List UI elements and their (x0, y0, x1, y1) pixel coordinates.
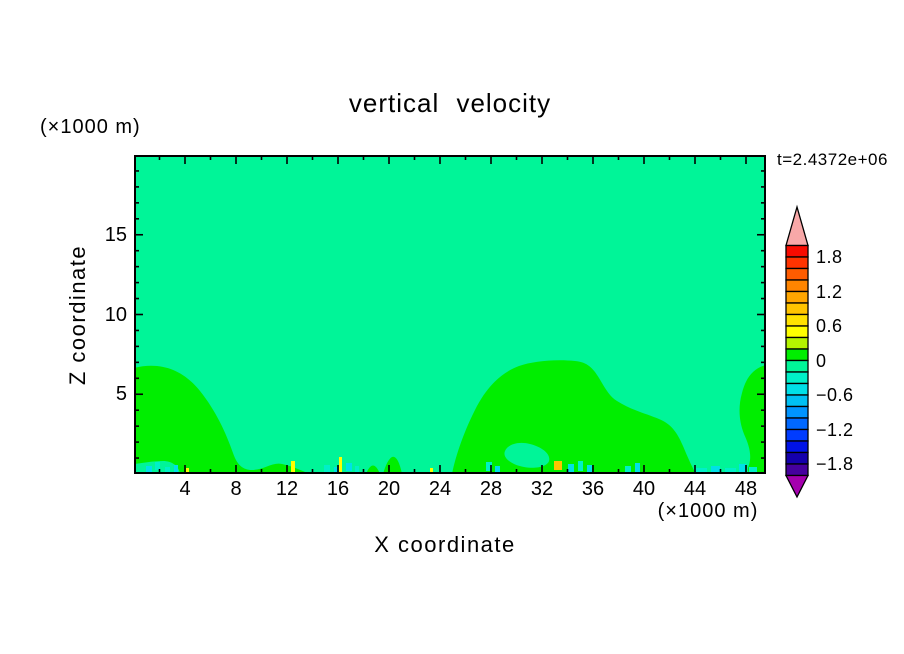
chart-title: vertical velocity (348, 88, 552, 118)
x-tick-label: 48 (734, 478, 758, 500)
colorbar-tick-label: −1.2 (816, 419, 854, 440)
x-tick-label: 32 (530, 478, 554, 500)
contour-speck (694, 468, 707, 474)
colorbar-cell (785, 417, 809, 431)
colorbar-cell (785, 279, 809, 293)
contour-speck (711, 466, 720, 474)
colorbar-tick-label: −1.8 (816, 454, 854, 474)
contour-speck (324, 465, 330, 472)
contour-speck (495, 466, 500, 473)
y-tick-label: 5 (115, 383, 127, 406)
colorbar-cell (785, 359, 809, 373)
contour-speck (749, 467, 757, 474)
contour-plot (134, 155, 766, 474)
colorbar-cell (785, 463, 809, 477)
contour-speck (635, 463, 640, 472)
colorbar-tick-label: 0.6 (816, 316, 843, 336)
x-tick-label: 20 (377, 478, 401, 500)
colorbar-under-arrow (784, 474, 810, 499)
x-axis-unit: (×1000 m) (657, 500, 759, 522)
contour-speck (578, 461, 583, 471)
contour-speck (346, 463, 352, 471)
x-axis-label: X coordinate (374, 532, 516, 557)
x-tick-label: 24 (428, 478, 452, 500)
colorbar-cell (785, 313, 809, 327)
field-background (134, 155, 766, 474)
contour-speck (568, 464, 574, 472)
colorbar-cell (785, 302, 809, 316)
contour-speck (739, 464, 746, 474)
contour-region (383, 456, 402, 474)
contour-region (366, 465, 380, 474)
colorbar-cell (785, 405, 809, 419)
colorbar-cell (785, 382, 809, 396)
contour-speck (165, 467, 170, 472)
time-annotation: t=2.4372e+06 (777, 150, 888, 169)
contour-region (134, 365, 310, 474)
colorbar-cell (785, 428, 809, 442)
contour-speck (146, 466, 152, 472)
x-tick-label: 8 (230, 478, 242, 500)
y-tick-label: 15 (104, 223, 127, 246)
contour-speck (725, 468, 736, 474)
colorbar (784, 204, 810, 499)
colorbar-cell (785, 371, 809, 385)
colorbar-cell (785, 336, 809, 350)
x-tick-label: 4 (179, 478, 191, 500)
contour-speck (486, 462, 492, 471)
colorbar-tick-label: −0.6 (816, 385, 854, 405)
x-tick-label: 12 (275, 478, 299, 500)
x-tick-label: 36 (581, 478, 605, 500)
colorbar-tick-label: 1.8 (816, 247, 843, 267)
contour-speck (430, 468, 433, 473)
x-tick-label: 16 (326, 478, 350, 500)
colorbar-over-arrow (785, 204, 809, 247)
colorbar-tick-label: 0 (816, 350, 827, 371)
contour-speck (554, 461, 562, 470)
contour-speck (339, 457, 342, 473)
contour-speck (355, 466, 359, 472)
colorbar-cell (785, 290, 809, 304)
colorbar-cell (785, 451, 809, 465)
contour-region (739, 365, 766, 474)
contour-speck (625, 466, 631, 473)
x-tick-label: 44 (683, 478, 707, 500)
colorbar-cell (785, 325, 809, 339)
contour-speck (291, 461, 295, 473)
contour-speck (587, 465, 592, 472)
colorbar-cell (785, 267, 809, 281)
contour-region (504, 442, 550, 468)
x-tick-label: 40 (632, 478, 656, 500)
contour-speck (334, 467, 339, 473)
contour-speck (155, 462, 160, 470)
colorbar-cell (785, 348, 809, 362)
colorbar-cell (785, 394, 809, 408)
y-axis-unit: (×1000 m) (40, 116, 141, 138)
colorbar-cell (785, 244, 809, 258)
y-tick-label: 10 (104, 303, 127, 326)
colorbar-tick-label: 1.2 (816, 281, 843, 302)
colorbar-cell (785, 256, 809, 270)
colorbar-cell (785, 440, 809, 454)
x-tick-label: 28 (479, 478, 503, 500)
contour-speck (174, 465, 178, 472)
contour-speck (186, 468, 189, 473)
plot-border (134, 155, 766, 474)
